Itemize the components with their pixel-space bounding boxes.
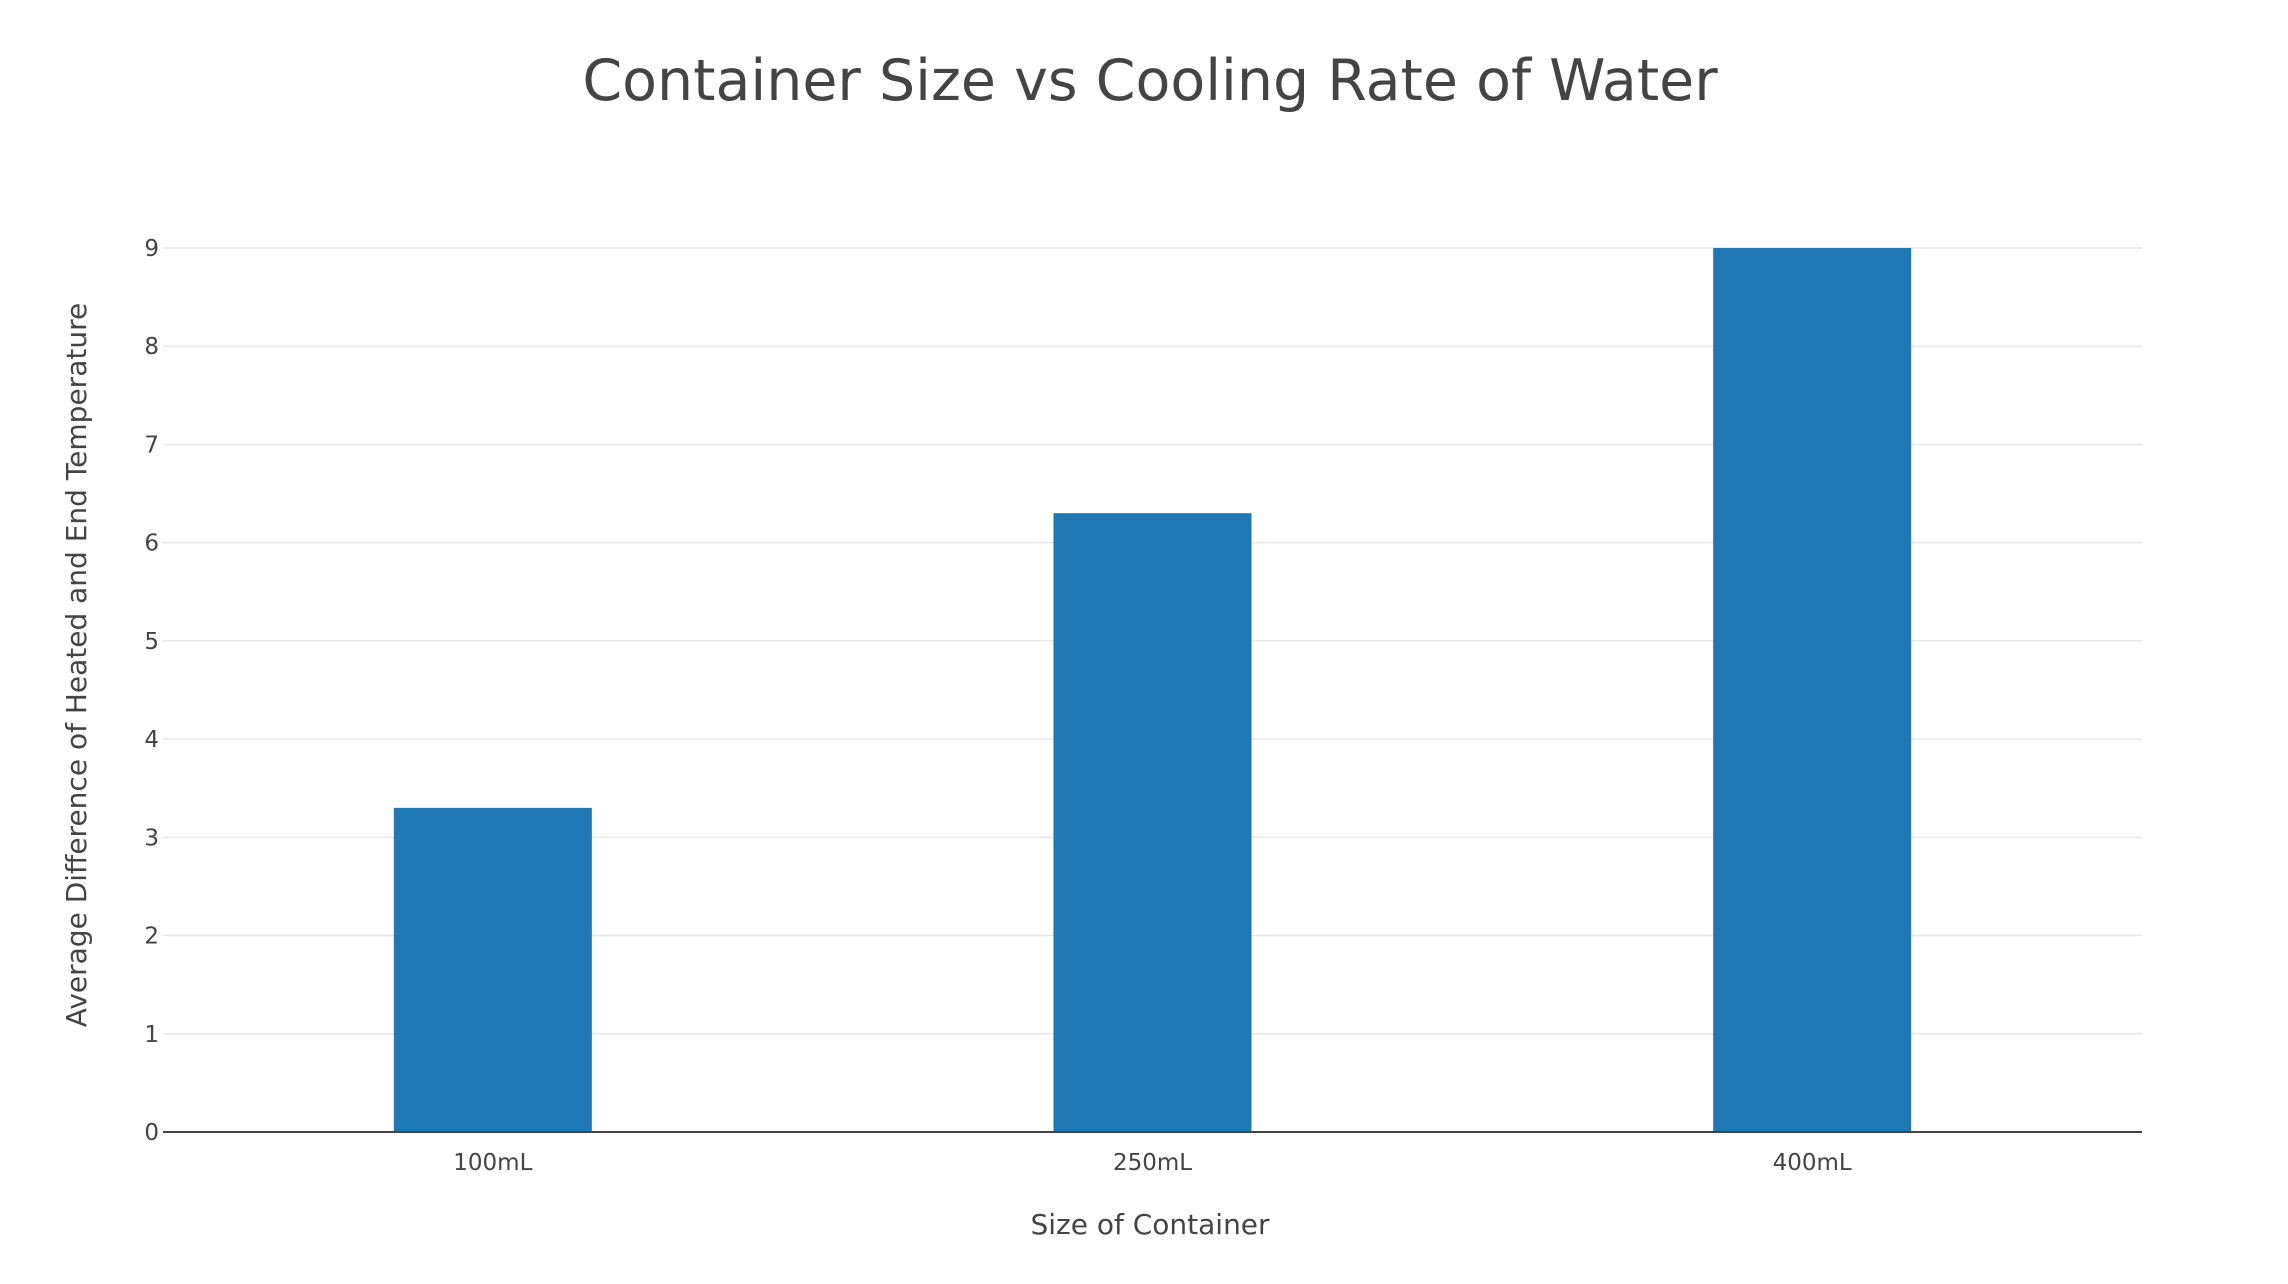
bars bbox=[393, 248, 1912, 1132]
y-tick-label: 7 bbox=[144, 432, 159, 458]
x-tick-label: 250mL bbox=[1113, 1150, 1192, 1176]
x-tick-label: 100mL bbox=[453, 1150, 532, 1176]
x-tick-label: 400mL bbox=[1773, 1150, 1852, 1176]
bar-400mL bbox=[1713, 248, 1912, 1132]
chart-title: Container Size vs Cooling Rate of Water bbox=[582, 48, 1718, 114]
y-tick-label: 6 bbox=[144, 531, 159, 557]
y-tick-label: 5 bbox=[144, 629, 159, 655]
y-tick-label: 8 bbox=[144, 334, 159, 360]
y-tick-label: 0 bbox=[144, 1120, 159, 1146]
bar-250mL bbox=[1053, 513, 1252, 1132]
x-axis-ticks: 100mL 250mL 400mL bbox=[453, 1150, 1852, 1176]
x-axis-title: Size of Container bbox=[1030, 1208, 1270, 1241]
y-tick-label: 4 bbox=[144, 727, 159, 753]
y-tick-label: 1 bbox=[144, 1022, 159, 1048]
y-tick-label: 9 bbox=[144, 236, 159, 262]
y-tick-label: 3 bbox=[144, 825, 159, 851]
y-axis-title: Average Difference of Heated and End Tem… bbox=[60, 303, 93, 1027]
bar-100mL bbox=[393, 807, 592, 1132]
y-axis-ticks: 0 1 2 3 4 5 6 7 8 9 bbox=[144, 236, 159, 1146]
y-tick-label: 2 bbox=[144, 924, 159, 950]
